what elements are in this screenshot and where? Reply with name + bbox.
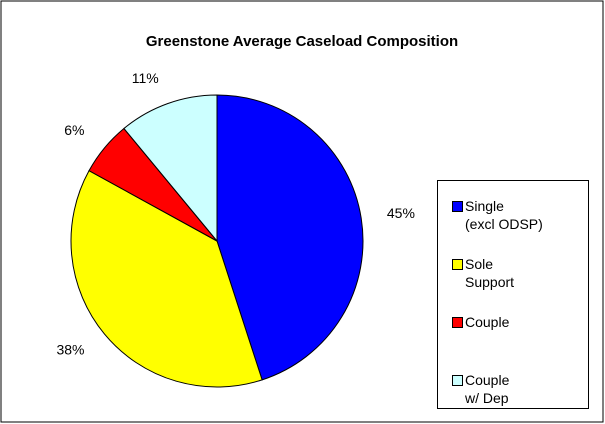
legend-entry: Sole Support [452,255,514,291]
legend-label: Sole Support [465,256,515,290]
legend: Single (excl ODSP) Sole Support Couple Coup… [437,180,589,409]
legend-swatch [452,375,463,386]
chart-title: Greenstone Average Caseload Composition [146,33,458,50]
legend-label: Couple [465,314,510,330]
legend-entry: Single (excl ODSP) [452,197,543,233]
legend-label: Single (excl ODSP) [465,198,543,232]
pie-slice [123,94,218,243]
legend-swatch [452,317,463,328]
legend-entry: Couple w/ Dep [452,371,509,407]
data-label: 38% [56,341,84,357]
legend-entry: Couple [452,313,509,331]
data-label: 45% [387,205,415,221]
data-label: 6% [64,122,84,138]
pie-slice [216,94,364,381]
legend-swatch [452,201,463,212]
pie-slice [70,169,263,388]
legend-swatch [452,259,463,270]
data-label: 11% [132,70,159,86]
legend-label: Couple w/ Dep [465,372,510,406]
